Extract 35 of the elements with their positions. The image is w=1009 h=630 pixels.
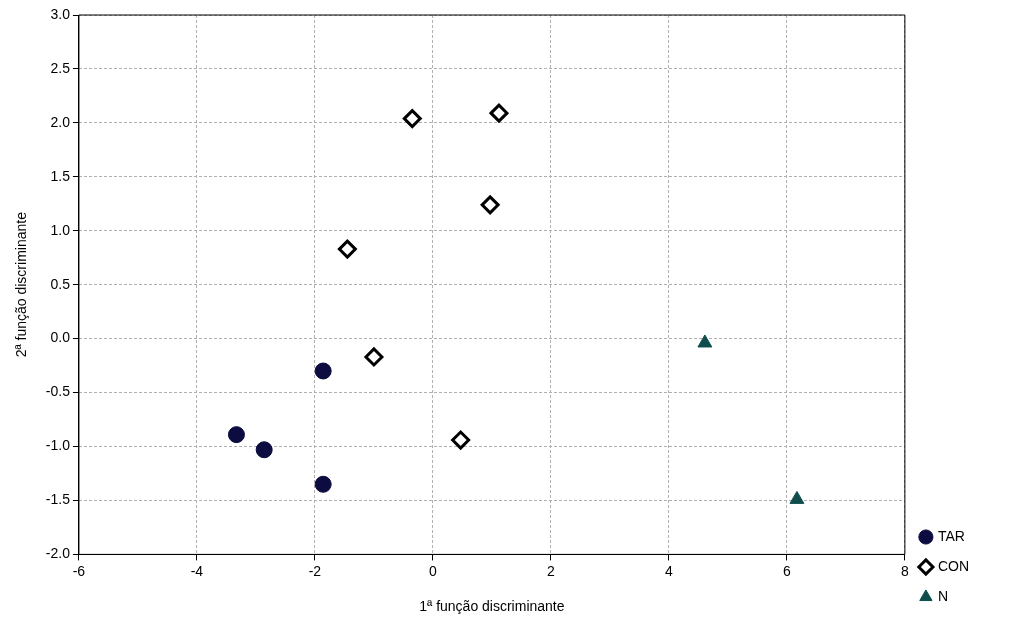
x-tick-label: -6 (72, 562, 86, 579)
y-tick-label: -1.0 (45, 437, 71, 454)
x-tick-label: -4 (190, 562, 204, 579)
legend-label: CON (937, 557, 970, 574)
y-tick-label: 0.0 (50, 329, 71, 346)
x-tick-label: 0 (429, 562, 438, 579)
point (314, 362, 332, 380)
point (480, 195, 500, 215)
x-tick-label: 6 (783, 562, 791, 579)
y-tick-label: 2.5 (50, 59, 71, 76)
y-tick-label: 0.5 (50, 275, 71, 292)
point (227, 426, 245, 444)
point (364, 347, 384, 367)
point (489, 103, 509, 123)
x-tick-label: 4 (665, 562, 673, 579)
legend-label: N (937, 587, 949, 604)
y-tick-label: 2.0 (50, 113, 71, 130)
x-tick-label: 2 (547, 562, 556, 579)
y-tick-label: -1.5 (45, 491, 71, 508)
legend-label: TAR (937, 527, 965, 544)
y-tick-label: -2.0 (45, 545, 71, 562)
point (402, 109, 422, 129)
y-tick-label: 1.5 (50, 167, 71, 184)
point (337, 239, 357, 259)
point (314, 475, 332, 493)
x-tick-label: 8 (900, 562, 909, 579)
y-tick-label: 3.0 (50, 5, 71, 22)
point (697, 334, 713, 348)
y-tick-label: -0.5 (45, 383, 71, 400)
point (451, 430, 471, 450)
y-axis-title: 2ª função discriminante (13, 211, 30, 358)
point (255, 441, 273, 459)
x-axis-title: 1ª função discriminante (419, 598, 565, 615)
x-tick-label: -2 (308, 562, 322, 579)
y-tick-label: 1.0 (50, 221, 71, 238)
